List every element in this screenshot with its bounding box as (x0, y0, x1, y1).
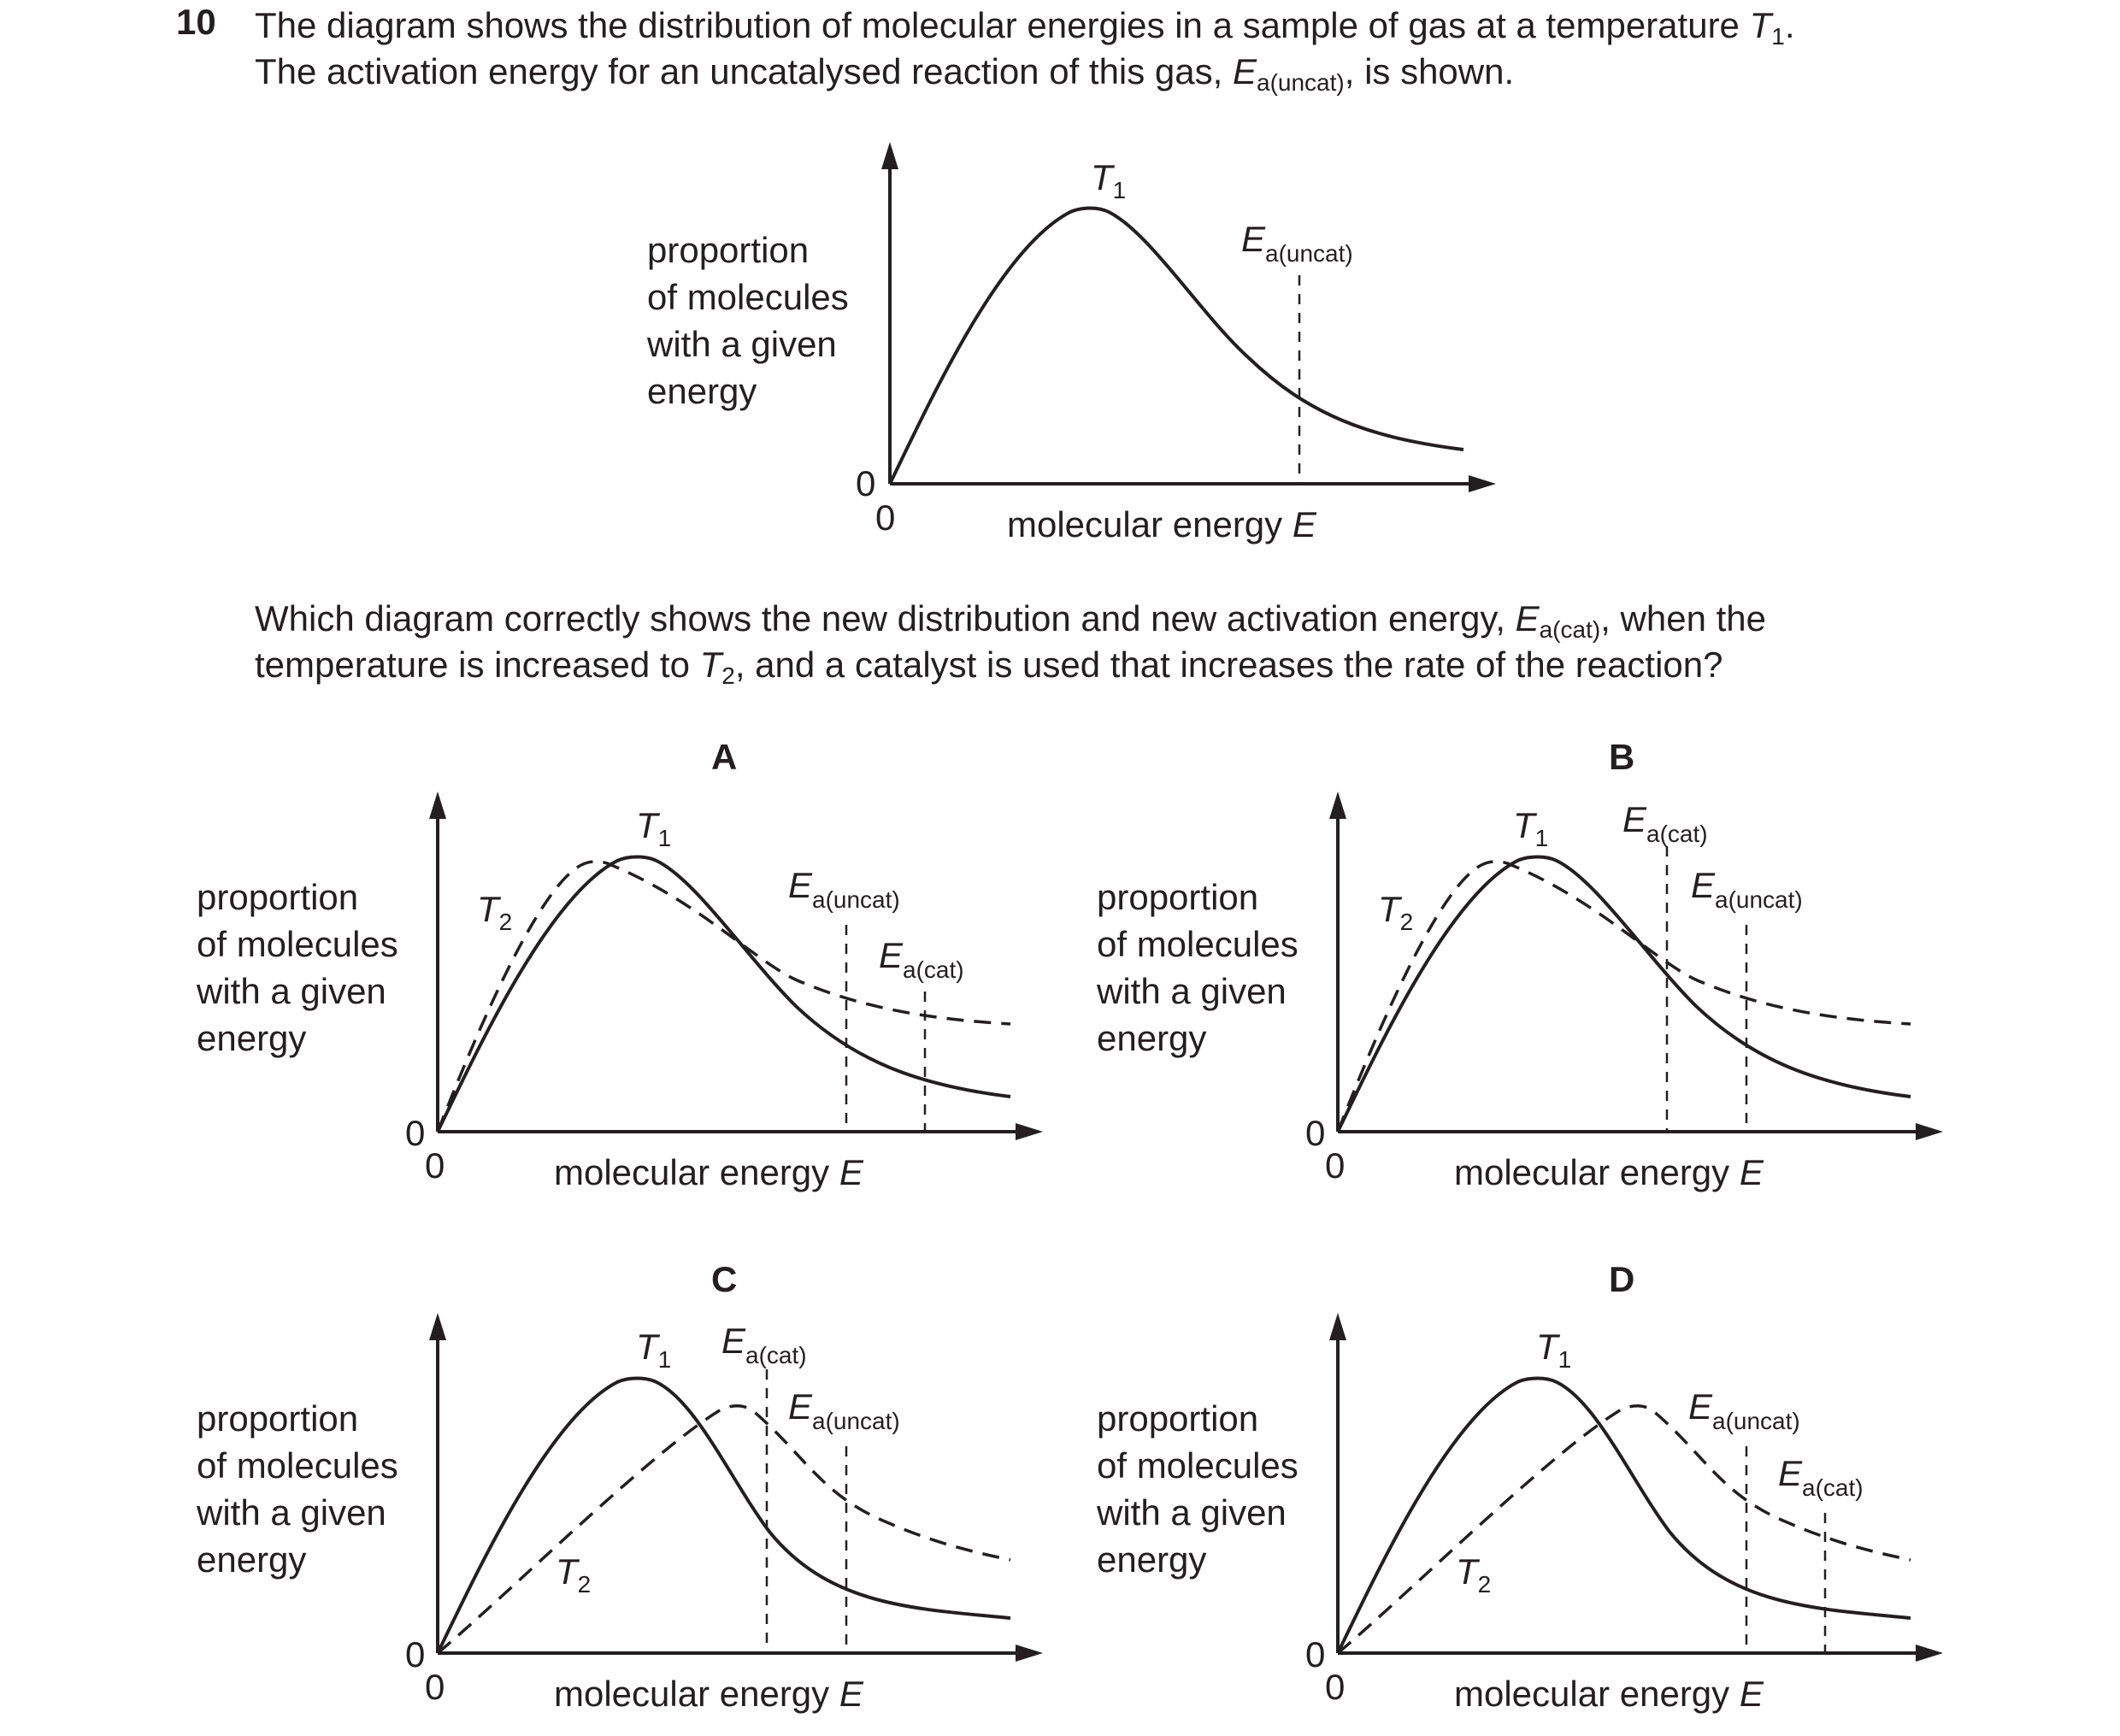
question-stem-line1: The diagram shows the distribution of mo… (255, 5, 1795, 50)
t2-curve (436, 860, 1011, 1133)
y-axis-label: proportion of molecules with a given energy (647, 230, 849, 411)
question-stem-line2: The activation energy for an uncatalysed… (255, 51, 1515, 96)
e-cat-label: Ea(cat) (721, 1321, 807, 1368)
t1-curve (1336, 855, 1911, 1133)
question-number: 10 (176, 2, 216, 42)
option-a-label[interactable]: A (711, 737, 738, 777)
x-axis-label: molecular energy E (554, 1674, 863, 1714)
t2-curve-label: T2 (556, 1551, 592, 1598)
t1-curve (436, 855, 1011, 1133)
e-uncat-label: Ea(uncat) (1241, 219, 1353, 267)
t1-curve-label: T1 (636, 805, 672, 851)
t2-curve (1336, 1404, 1911, 1655)
option-d-label[interactable]: D (1609, 1259, 1635, 1299)
e-uncat-label: Ea(uncat) (1691, 865, 1803, 913)
x-axis (1338, 1123, 1943, 1140)
y-axis (429, 791, 446, 1132)
t1-curve (436, 1376, 1011, 1654)
x-axis (890, 475, 1496, 492)
x-origin-label: 0 (1325, 1667, 1346, 1707)
y-axis-label: proportion of molecules with a given energy (197, 877, 398, 1058)
y-axis-label: proportion of molecules with a given energy (197, 1398, 398, 1580)
t1-curve-label: T1 (1091, 157, 1127, 203)
t2-curve (1336, 860, 1911, 1133)
option-c-label[interactable]: C (711, 1259, 738, 1299)
t2-curve (436, 1404, 1011, 1655)
x-origin-label: 0 (425, 1145, 445, 1186)
e-uncat-label: Ea(uncat) (788, 1386, 900, 1434)
x-origin-label: 0 (1325, 1145, 1346, 1186)
t1-curve (1336, 1376, 1911, 1654)
e-cat-label: Ea(cat) (1778, 1453, 1864, 1501)
y-axis (429, 1313, 446, 1653)
t1-curve-label: T1 (636, 1327, 672, 1373)
y-origin-label: 0 (405, 1113, 426, 1153)
y-axis (1329, 1313, 1346, 1653)
t1-curve-label: T1 (1536, 1327, 1572, 1373)
t1-curve-label: T1 (1513, 805, 1549, 851)
y-axis (1329, 791, 1346, 1132)
e-cat-label: Ea(cat) (1622, 799, 1708, 847)
y-axis (881, 142, 898, 484)
y-origin-label: 0 (1305, 1113, 1326, 1153)
e-uncat-label: Ea(uncat) (788, 865, 900, 913)
y-origin-label: 0 (405, 1634, 426, 1674)
question-prompt-line1: Which diagram correctly shows the new di… (255, 598, 1766, 643)
x-axis-label: molecular energy E (554, 1152, 863, 1192)
x-axis-label: molecular energy E (1454, 1674, 1764, 1714)
t2-curve-label: T2 (477, 889, 513, 935)
e-uncat-label: Ea(uncat) (1688, 1386, 1800, 1434)
question-prompt-line2: temperature is increased to T2, and a ca… (255, 644, 1723, 689)
y-origin-label: 0 (856, 463, 876, 503)
t2-curve-label: T2 (1378, 889, 1414, 935)
e-cat-label: Ea(cat) (879, 935, 964, 983)
x-origin-label: 0 (425, 1667, 445, 1707)
t2-curve-label: T2 (1456, 1551, 1492, 1598)
x-axis (438, 1645, 1043, 1662)
x-origin-label: 0 (875, 497, 896, 538)
t1-curve (888, 206, 1464, 485)
y-axis-label: proportion of molecules with a given energy (1097, 1398, 1298, 1580)
y-axis-label: proportion of molecules with a given energy (1097, 877, 1298, 1058)
x-axis-label: molecular energy E (1007, 504, 1316, 544)
y-origin-label: 0 (1305, 1634, 1326, 1674)
x-axis (1338, 1645, 1943, 1662)
x-axis-label: molecular energy E (1454, 1152, 1764, 1192)
option-b-label[interactable]: B (1609, 737, 1635, 777)
